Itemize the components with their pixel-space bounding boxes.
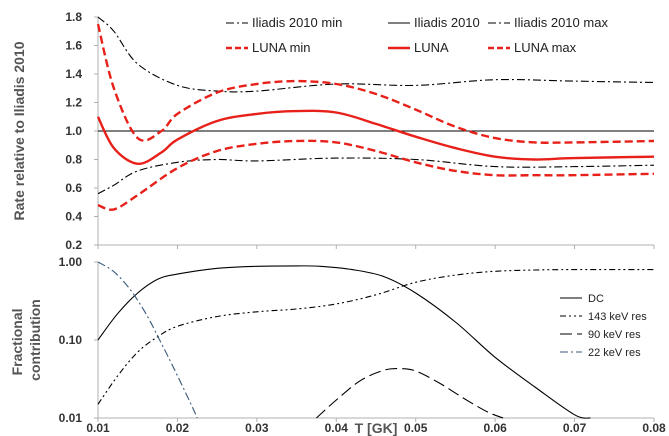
x-tick-label: 0.06 (483, 421, 507, 435)
x-tick-label: 0.05 (404, 421, 428, 435)
x-tick-label: 0.03 (245, 421, 269, 435)
top-legend-label-luna-min: LUNA min (252, 40, 311, 55)
bottom-legend-label-90-kev-res: 90 keV res (588, 329, 641, 341)
top-y-tick-label: 0.6 (65, 181, 82, 195)
bottom-y-tick-label: 1.00 (59, 255, 83, 269)
top-legend: Iliadis 2010 min Iliadis 2010 Iliadis 2010… (226, 15, 608, 55)
bottom-y-ticks: 0.01 0.10 1.00 (59, 255, 98, 425)
bottom-series-22-kev-res (97, 261, 198, 419)
x-tick-label: 0.01 (86, 421, 110, 435)
top-y-tick-label: 0.8 (65, 153, 82, 167)
x-tick-label: 0.04 (325, 421, 349, 435)
bottom-legend-label-143-kev-res: 143 keV res (588, 311, 647, 323)
top-y-ticks: 0.2 0.4 0.6 0.8 1.0 1.2 1.4 1.6 1.8 (65, 10, 98, 252)
bottom-y-tick-label: 0.01 (59, 411, 83, 425)
bottom-y-axis-label-line-1: Fractional (9, 308, 25, 375)
top-y-tick-label: 0.2 (65, 238, 82, 252)
bottom-series-lines (97, 261, 655, 419)
bottom-series-90-kev-res (316, 367, 504, 419)
bottom-legend-label-22-kev-res: 22 keV res (588, 347, 641, 359)
top-legend-label-luna: LUNA (414, 40, 449, 55)
top-series-iliadis-2010-min (97, 157, 655, 195)
top-y-tick-label: 1.2 (65, 96, 82, 110)
bottom-y-axis-label: Fractional contribution (9, 299, 43, 381)
top-y-tick-label: 1.8 (65, 10, 82, 24)
bottom-y-axis-label-line-2: contribution (27, 299, 43, 381)
bottom-legend-label-dc: DC (588, 293, 604, 305)
x-ticks: 0.01 0.02 0.03 0.04 0.05 0.06 0.07 0.08 (86, 245, 666, 435)
bottom-legend: DC 143 keV res 90 keV res 22 keV res (560, 293, 647, 359)
bottom-y-tick-label: 0.10 (59, 333, 83, 347)
top-series-iliadis-2010-max (97, 16, 655, 93)
bottom-series-143-kev-res (97, 269, 655, 405)
top-y-tick-label: 1.0 (65, 124, 82, 138)
top-legend-label-iliadis-2010-min: Iliadis 2010 min (252, 15, 342, 30)
x-tick-label: 0.08 (642, 421, 666, 435)
top-legend-label-luna-max: LUNA max (514, 40, 577, 55)
top-y-tick-label: 1.6 (65, 39, 82, 53)
top-legend-label-iliadis-2010: Iliadis 2010 (414, 15, 480, 30)
x-tick-label: 0.02 (166, 421, 190, 435)
top-series-luna-max (96, 23, 655, 144)
top-series-luna-min (97, 139, 655, 211)
bottom-series-dc (97, 265, 591, 419)
x-tick-label: 0.07 (563, 421, 587, 435)
top-y-axis-label: Rate relative to Iliadis 2010 (11, 41, 27, 220)
top-series-luna (96, 109, 655, 166)
rate-ratio-panel: 0.2 0.4 0.6 0.8 1.0 1.2 1.4 1.6 1.8 Iliadis 2010… (11, 10, 655, 252)
top-series-lines (96, 16, 655, 211)
top-y-tick-label: 1.4 (65, 67, 82, 81)
fractional-contribution-panel: 0.010.101.00 0.01 0.02 0.03 0.04 0.05 0.06 0.0… (9, 245, 666, 436)
top-legend-label-iliadis-2010-max: Iliadis 2010 max (514, 15, 608, 30)
top-y-tick-label: 0.4 (65, 210, 82, 224)
x-axis-label: T [GK] (355, 420, 398, 436)
